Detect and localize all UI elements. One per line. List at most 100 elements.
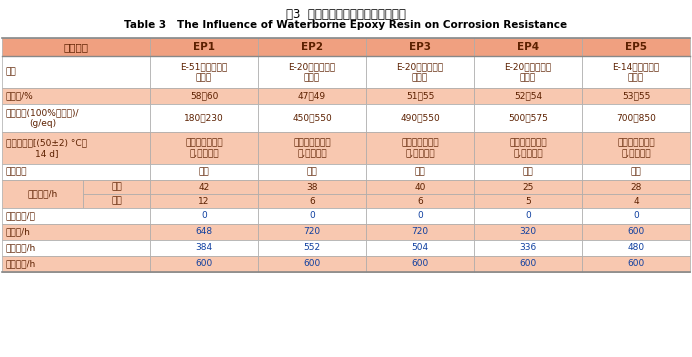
Text: 搅拌后均匀无硬
块,细度合格: 搅拌后均匀无硬 块,细度合格: [509, 138, 547, 158]
Bar: [582, 56, 690, 88]
Bar: [474, 38, 582, 56]
Bar: [150, 208, 258, 224]
Bar: [582, 240, 690, 256]
Text: 乳液编号: 乳液编号: [64, 42, 89, 52]
Text: 490～550: 490～550: [400, 114, 440, 122]
Bar: [258, 240, 366, 256]
Text: 4: 4: [633, 196, 639, 206]
Bar: [474, 132, 582, 164]
Bar: [366, 56, 474, 88]
Text: 180～230: 180～230: [184, 114, 224, 122]
Text: EP3: EP3: [409, 42, 431, 52]
Bar: [150, 180, 258, 194]
Text: 0: 0: [633, 211, 639, 221]
Text: 5: 5: [525, 196, 531, 206]
Bar: [258, 256, 366, 272]
Bar: [582, 164, 690, 180]
Bar: [2, 38, 150, 56]
Text: 干燥时间/h: 干燥时间/h: [28, 190, 58, 198]
Bar: [150, 56, 258, 88]
Bar: [258, 208, 366, 224]
Text: 600: 600: [628, 227, 645, 236]
Text: 贮存稳定性[(50±2) °C，
14 d]: 贮存稳定性[(50±2) °C， 14 d]: [6, 138, 87, 158]
Text: 涂膜外观: 涂膜外观: [6, 167, 28, 176]
Bar: [582, 104, 690, 132]
Bar: [84, 194, 150, 208]
Text: 58～60: 58～60: [190, 91, 218, 101]
Text: EP4: EP4: [517, 42, 539, 52]
Bar: [474, 180, 582, 194]
Bar: [366, 38, 474, 56]
Text: 合格: 合格: [630, 167, 641, 176]
Bar: [582, 224, 690, 240]
Bar: [150, 104, 258, 132]
Bar: [150, 88, 258, 104]
Text: 划格试验/级: 划格试验/级: [6, 211, 36, 221]
Bar: [582, 88, 690, 104]
Text: 搅拌后均匀无硬
块,细度合格: 搅拌后均匀无硬 块,细度合格: [293, 138, 331, 158]
Text: 耐盐雾性/h: 耐盐雾性/h: [6, 243, 36, 252]
Text: 6: 6: [417, 196, 423, 206]
Text: EP1: EP1: [193, 42, 215, 52]
Bar: [582, 208, 690, 224]
Bar: [2, 256, 150, 272]
Text: 实干: 实干: [111, 196, 122, 206]
Text: 648: 648: [195, 227, 212, 236]
Bar: [474, 256, 582, 272]
Text: 6: 6: [309, 196, 315, 206]
Text: 720: 720: [412, 227, 428, 236]
Text: 表干: 表干: [111, 182, 122, 191]
Text: EP2: EP2: [301, 42, 323, 52]
Text: 固体分/%: 固体分/%: [6, 91, 34, 101]
Bar: [366, 194, 474, 208]
Text: 42: 42: [199, 182, 210, 191]
Bar: [258, 88, 366, 104]
Bar: [150, 194, 258, 208]
Bar: [258, 180, 366, 194]
Text: 表3  水性环氧树脂对防腐性能的影响: 表3 水性环氧树脂对防腐性能的影响: [286, 8, 406, 21]
Text: 0: 0: [201, 211, 207, 221]
Text: 0: 0: [417, 211, 423, 221]
Bar: [150, 38, 258, 56]
Bar: [474, 88, 582, 104]
Text: E-20环氧树脂水
性乳胶: E-20环氧树脂水 性乳胶: [289, 62, 336, 82]
Text: 合格: 合格: [307, 167, 318, 176]
Bar: [258, 164, 366, 180]
Text: 38: 38: [307, 182, 318, 191]
Text: 600: 600: [303, 260, 320, 268]
Bar: [474, 240, 582, 256]
Text: 52～54: 52～54: [514, 91, 542, 101]
Text: 40: 40: [415, 182, 426, 191]
Bar: [150, 132, 258, 164]
Bar: [474, 164, 582, 180]
Bar: [2, 224, 150, 240]
Bar: [258, 104, 366, 132]
Text: 600: 600: [411, 260, 428, 268]
Text: Table 3   The Influence of Waterborne Epoxy Resin on Corrosion Resistance: Table 3 The Influence of Waterborne Epox…: [125, 20, 567, 30]
Text: 合格: 合格: [522, 167, 534, 176]
Text: E-14环氧树脂水
性乳胶: E-14环氧树脂水 性乳胶: [612, 62, 659, 82]
Bar: [366, 256, 474, 272]
Text: 700～850: 700～850: [616, 114, 656, 122]
Text: 500～575: 500～575: [508, 114, 548, 122]
Text: 28: 28: [630, 182, 641, 191]
Bar: [474, 56, 582, 88]
Bar: [366, 224, 474, 240]
Text: EP5: EP5: [625, 42, 647, 52]
Bar: [258, 194, 366, 208]
Text: 336: 336: [520, 243, 536, 252]
Text: 0: 0: [525, 211, 531, 221]
Text: 12: 12: [199, 196, 210, 206]
Bar: [258, 56, 366, 88]
Bar: [582, 38, 690, 56]
Bar: [366, 132, 474, 164]
Text: 53～55: 53～55: [622, 91, 650, 101]
Text: 0: 0: [309, 211, 315, 221]
Text: 504: 504: [412, 243, 428, 252]
Bar: [582, 132, 690, 164]
Bar: [2, 164, 150, 180]
Bar: [150, 224, 258, 240]
Bar: [366, 88, 474, 104]
Bar: [474, 208, 582, 224]
Bar: [150, 256, 258, 272]
